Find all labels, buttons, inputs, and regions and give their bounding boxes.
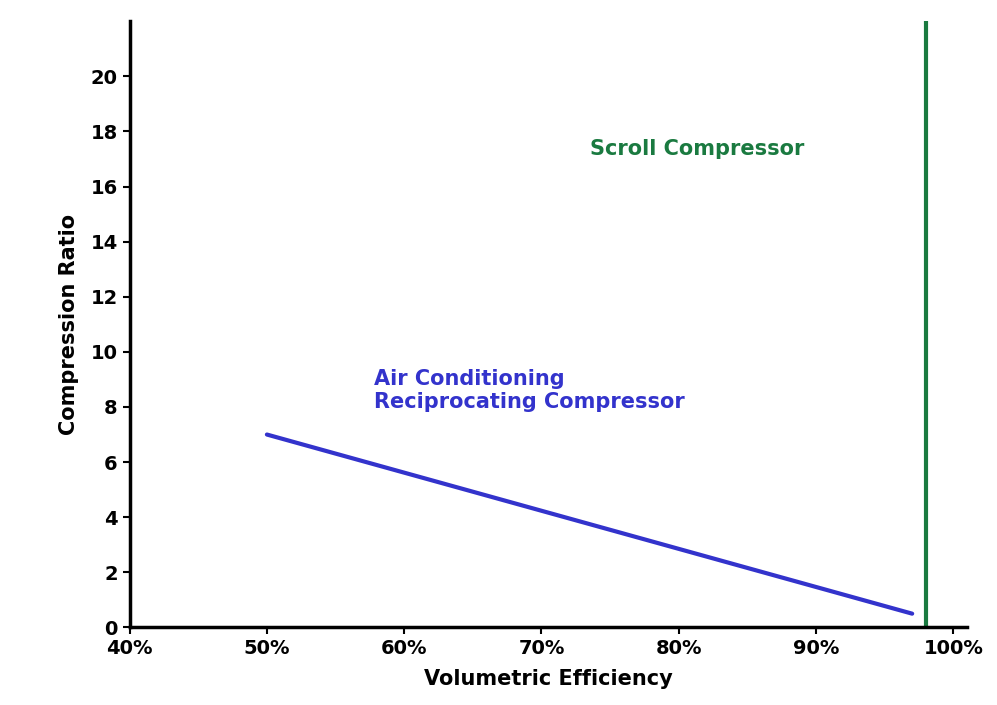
Y-axis label: Compression Ratio: Compression Ratio (60, 214, 80, 435)
Text: Air Conditioning
Reciprocating Compressor: Air Conditioning Reciprocating Compresso… (374, 369, 685, 412)
Text: Scroll Compressor: Scroll Compressor (589, 139, 804, 159)
X-axis label: Volumetric Efficiency: Volumetric Efficiency (424, 669, 673, 689)
